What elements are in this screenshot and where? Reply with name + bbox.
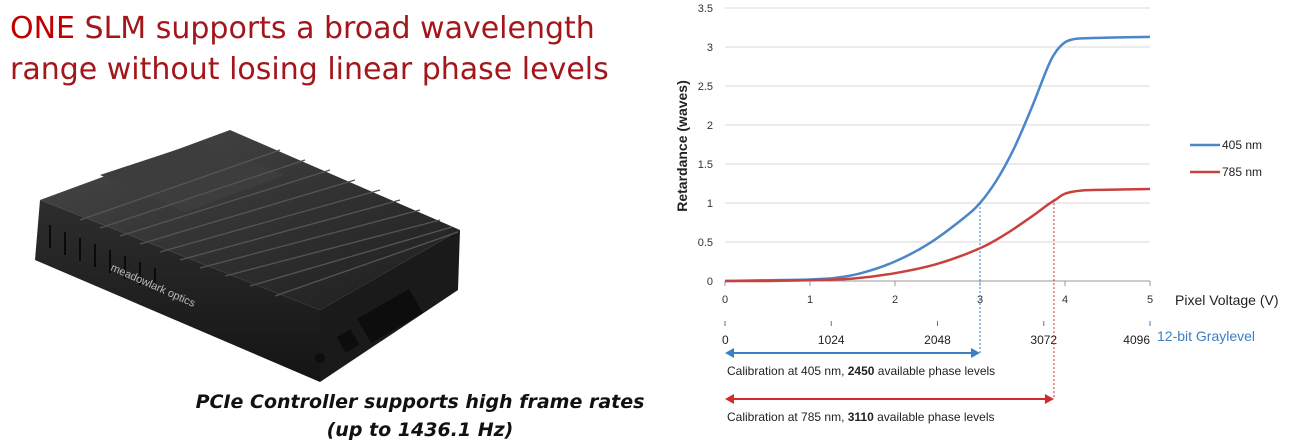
caption-line-1: PCIe Controller supports high frame rate…	[195, 391, 645, 413]
x-axis-label: Pixel Voltage (V)	[1175, 292, 1279, 308]
calibration-label: Calibration at 405 nm, 2450 available ph…	[727, 364, 995, 378]
port-ethernet	[336, 329, 360, 353]
graylevel-axis: 0 1024 2048 3072 4096 12-bit Graylevel	[722, 321, 1255, 347]
headline-line-1-rest: SLM supports a broad wavelength	[75, 11, 595, 46]
graylevel-tick-label: 0	[722, 333, 729, 347]
y-tick-label: 0.5	[698, 237, 713, 249]
headline-line-1: ONE SLM supports a broad wavelength	[10, 8, 650, 49]
y-tick-label: 3	[707, 42, 713, 54]
x-tick-label: 1	[807, 294, 813, 306]
front-vents	[49, 225, 156, 291]
chart-legend: 405 nm 785 nm	[1190, 138, 1262, 179]
caption-line-2: (up to 1436.1 Hz)	[326, 419, 514, 441]
graylevel-axis-label: 12-bit Graylevel	[1157, 328, 1255, 344]
series-line	[724, 187, 1151, 283]
chart-series	[724, 35, 1151, 283]
chart-gridlines	[725, 7, 1150, 282]
x-tick-label: 0	[722, 294, 728, 306]
x-tick-label: 4	[1062, 294, 1068, 306]
headline: ONE SLM supports a broad wavelength rang…	[10, 8, 650, 90]
y-tick-label: 1.5	[698, 159, 713, 171]
y-axis-label: Retardance (waves)	[674, 80, 690, 212]
x-tick-label: 2	[892, 294, 898, 306]
calibration-arrow-right-head	[1044, 394, 1054, 404]
y-tick-label: 2	[707, 120, 713, 132]
slm-controller-device-image: meadowlark optics	[35, 130, 460, 382]
graylevel-tick-label: 3072	[1030, 333, 1057, 347]
port-connector	[357, 288, 423, 344]
graylevel-tick-label: 1024	[818, 333, 845, 347]
device-top-plate	[100, 142, 285, 212]
legend-label: 785 nm	[1222, 165, 1262, 179]
y-axis-ticks: 0 0.5 1 1.5 2 2.5 3 3.5	[698, 3, 713, 288]
calibration-arrow-left-head	[725, 348, 734, 358]
x-axis-ticks: 012345	[722, 281, 1153, 306]
y-tick-label: 3.5	[698, 3, 713, 15]
calibration-annotations: Calibration at 405 nm, 2450 available ph…	[725, 199, 1055, 424]
series-line	[724, 35, 1151, 283]
legend-label: 405 nm	[1222, 138, 1262, 152]
graylevel-tick-label: 4096	[1123, 333, 1150, 347]
caption: PCIe Controller supports high frame rate…	[190, 388, 650, 444]
calibration-arrow-right-head	[971, 348, 980, 358]
x-tick-label: 5	[1147, 294, 1153, 306]
y-tick-label: 0	[707, 276, 713, 288]
heatsink-fins	[79, 149, 459, 297]
headline-line-2: range without losing linear phase levels	[10, 52, 609, 87]
graylevel-tick-label: 2048	[924, 333, 951, 347]
y-tick-label: 1	[707, 198, 713, 210]
power-jack	[315, 353, 325, 363]
calibration-label: Calibration at 785 nm, 3110 available ph…	[727, 410, 995, 424]
device-left-side	[35, 200, 320, 382]
y-tick-label: 2.5	[698, 81, 713, 93]
headline-emphasis: ONE	[10, 11, 76, 46]
calibration-arrow-left-head	[725, 394, 734, 404]
